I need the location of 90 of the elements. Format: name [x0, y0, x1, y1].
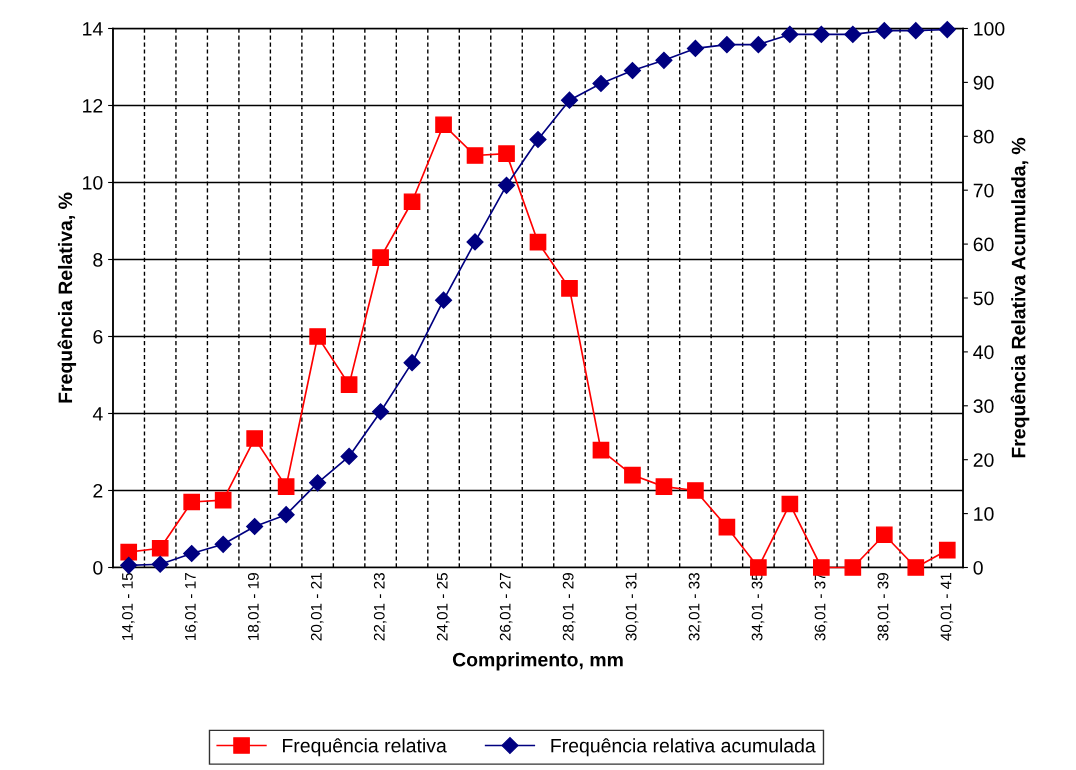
x-tick-label: 20,01 - 21 [310, 573, 324, 641]
point [372, 249, 389, 266]
point [938, 21, 956, 39]
point [466, 233, 484, 251]
point [592, 74, 610, 93]
x-tick-label: 18,01 - 19 [247, 573, 261, 640]
point [403, 193, 421, 211]
point [686, 39, 704, 57]
point [655, 478, 673, 495]
point [844, 25, 862, 43]
point [435, 116, 452, 134]
x-tick-label: 32,01 - 33 [688, 573, 702, 641]
y2-tick-label: 30 [973, 399, 994, 414]
point [214, 535, 232, 553]
point [718, 36, 736, 54]
y2-tick-label: 40 [973, 345, 994, 360]
point [309, 474, 327, 492]
y-tick-label: 12 [83, 98, 103, 113]
legend-label: Frequência relativa acumulada [551, 738, 816, 757]
point [844, 559, 862, 576]
point [781, 495, 799, 513]
point [907, 559, 925, 576]
x-tick-label: 40,01 - 41 [940, 573, 954, 641]
point [214, 491, 232, 509]
point [183, 544, 201, 563]
point [529, 233, 547, 251]
y2-tick-label: 20 [973, 453, 994, 467]
x-axis-title: Comprimento, mm [452, 652, 623, 671]
y-tick-label: 10 [83, 175, 103, 190]
point [875, 22, 893, 40]
point [434, 291, 453, 309]
x-tick-label: 22,01 - 23 [373, 573, 387, 641]
point [277, 506, 295, 524]
point [497, 176, 516, 194]
point [561, 280, 578, 297]
point [749, 36, 767, 54]
x-tick-label: 28,01 - 29 [562, 573, 576, 641]
y-tick-label: 6 [93, 329, 103, 344]
y-tick-label: 14 [83, 22, 103, 36]
point [498, 145, 515, 162]
y2-tick-label: 50 [973, 291, 994, 306]
y2-tick-label: 60 [973, 237, 994, 252]
point [781, 25, 799, 43]
point [812, 25, 830, 43]
point [592, 441, 610, 459]
point [120, 543, 138, 561]
point [246, 430, 263, 447]
y2-tick-label: 10 [974, 507, 994, 521]
y2-tick-label: 70 [973, 183, 994, 198]
point [813, 559, 830, 576]
point [466, 147, 484, 164]
x-tick-label: 16,01 - 17 [184, 573, 198, 640]
x-tick-label: 30,01 - 31 [625, 573, 639, 641]
y-tick-label: 0 [93, 560, 103, 575]
x-tick-label: 38,01 - 39 [877, 573, 891, 641]
y-tick-label: 4 [92, 407, 103, 421]
point [372, 403, 390, 421]
point [624, 466, 641, 484]
y2-axis-title: Frequência Relativa Acumulada, % [1010, 137, 1030, 458]
point [718, 518, 736, 536]
y-tick-label: 8 [93, 252, 103, 267]
point [151, 539, 169, 557]
point [183, 493, 201, 511]
y2-tick-label: 100 [974, 21, 1005, 36]
point [875, 526, 893, 544]
x-tick-label: 26,01 - 27 [499, 573, 513, 641]
y2-tick-label: 90 [973, 75, 994, 90]
point [907, 22, 925, 40]
point [340, 376, 358, 393]
point [529, 130, 547, 149]
point [938, 541, 956, 559]
point [623, 61, 642, 80]
legend-label: Frequência relativa [283, 738, 447, 757]
y2-tick-label: 80 [973, 129, 994, 144]
point [687, 482, 704, 499]
point [750, 559, 767, 576]
y-axis-title: Frequência Relativa, % [57, 192, 77, 403]
point [246, 517, 264, 536]
point [403, 354, 421, 372]
x-tick-label: 14,01 - 15 [122, 572, 135, 640]
x-tick-label: 24,01 - 25 [436, 572, 450, 641]
y2-tick-label: 0 [973, 560, 983, 575]
point [309, 328, 326, 345]
point [151, 555, 169, 573]
point [120, 556, 138, 574]
y-tick-label: 2 [93, 483, 103, 498]
point [560, 91, 579, 109]
point [277, 478, 295, 495]
point [340, 447, 358, 466]
point [655, 51, 673, 69]
